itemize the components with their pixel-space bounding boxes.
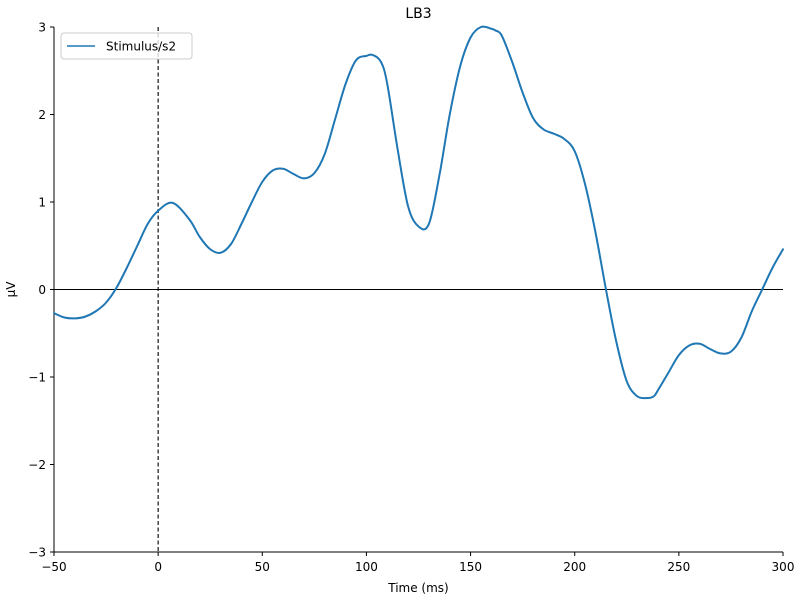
chart-title: LB3 bbox=[405, 6, 431, 22]
x-tick-label: 100 bbox=[355, 560, 378, 574]
x-tick-label: 200 bbox=[563, 560, 586, 574]
x-tick-label: 300 bbox=[772, 560, 795, 574]
y-tick-label: −3 bbox=[28, 546, 46, 560]
x-tick-label: 50 bbox=[255, 560, 270, 574]
x-tick-label: −50 bbox=[41, 560, 66, 574]
x-axis-label: Time (ms) bbox=[387, 581, 449, 595]
x-tick-label: 250 bbox=[667, 560, 690, 574]
y-tick-label: 1 bbox=[38, 196, 46, 210]
y-tick-label: −2 bbox=[28, 458, 46, 472]
y-tick-label: 0 bbox=[38, 283, 46, 297]
x-tick-label: 150 bbox=[459, 560, 482, 574]
legend-label: Stimulus/s2 bbox=[106, 40, 176, 54]
y-tick-label: 2 bbox=[38, 108, 46, 122]
plot-layer bbox=[53, 25, 784, 552]
legend-box bbox=[60, 32, 193, 60]
y-tick-label: 3 bbox=[38, 21, 46, 35]
y-axis-label: µV bbox=[4, 281, 18, 298]
x-tick-label: 0 bbox=[154, 560, 162, 574]
series-line-stimulus-s2 bbox=[53, 25, 784, 400]
y-tick-label: −1 bbox=[28, 371, 46, 385]
axes-layer: −50 0 50 100 150 200 250 300 −3 −2 −1 0 1 2 3 bbox=[28, 21, 794, 575]
legend: Stimulus/s2 bbox=[60, 32, 193, 60]
